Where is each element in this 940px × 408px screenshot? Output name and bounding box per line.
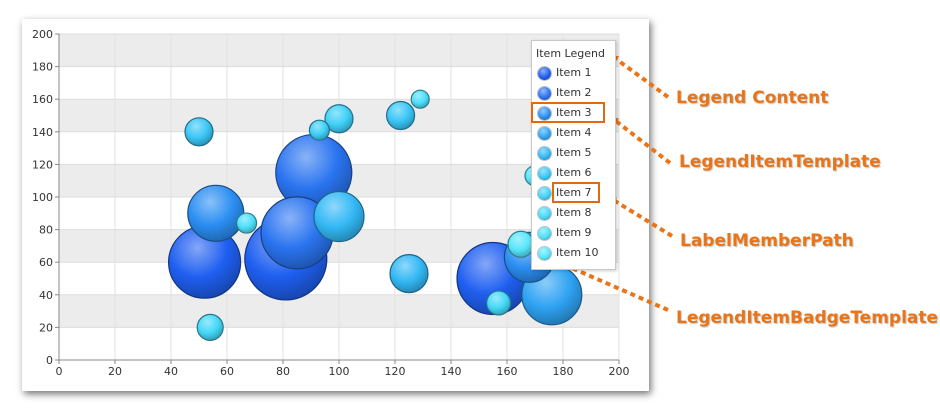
x-tick-label: 20 — [108, 365, 122, 378]
annotation-legend-item-template: LegendItemTemplate — [679, 152, 881, 172]
y-tick-label: 160 — [32, 93, 53, 106]
bubble-item-8 — [486, 290, 512, 316]
y-tick-label: 100 — [32, 191, 53, 204]
bubble-item-8 — [196, 313, 224, 341]
legend-item-label: Item 6 — [556, 166, 592, 179]
legend-item-label: Item 4 — [556, 126, 592, 139]
y-tick-label: 60 — [39, 256, 53, 269]
x-tick-label: 160 — [497, 365, 518, 378]
legend: Item Legend Item 1 Item 2 Item 3 Item 4 Item… — [531, 40, 616, 270]
x-tick-label: 0 — [56, 365, 63, 378]
legend-badge-icon — [538, 67, 551, 80]
legend-item-label: Item 8 — [556, 206, 592, 219]
chart-axes: 0 20 40 60 80 100 120 140 160 180 200 0 20 40 60 80 100 1… — [32, 28, 630, 378]
y-tick-label: 0 — [46, 354, 53, 367]
legend-item-5: Item 5 — [537, 145, 613, 161]
annotation-legend-item-badge-template: LegendItemBadgeTemplate — [676, 308, 939, 328]
x-tick-label: 80 — [276, 365, 290, 378]
callout-arrow — [610, 116, 672, 165]
legend-title: Item Legend — [536, 47, 605, 60]
bubble-item-3 — [187, 184, 245, 242]
y-tick-label: 200 — [32, 28, 53, 41]
annotation-label-member-path: LabelMemberPath — [680, 231, 854, 251]
legend-item-label: Item 10 — [556, 246, 599, 259]
legend-badge-icon — [538, 227, 551, 240]
item-3-highlight-box — [531, 102, 605, 123]
x-tick-label: 140 — [441, 365, 462, 378]
legend-item-label: Item 7 — [556, 186, 592, 199]
legend-item-10: Item 10 — [537, 245, 613, 261]
bubble-item-6 — [184, 117, 214, 147]
x-tick-label: 200 — [609, 365, 630, 378]
legend-item-2: Item 2 — [537, 85, 613, 101]
legend-item-label: Item 5 — [556, 146, 592, 159]
x-tick-label: 120 — [385, 365, 406, 378]
item-7-label-highlight-box — [552, 182, 600, 203]
callout-arrow — [608, 196, 674, 238]
callout-arrow — [610, 54, 670, 99]
x-tick-label: 180 — [553, 365, 574, 378]
legend-item-9: Item 9 — [537, 225, 613, 241]
legend-badge-icon — [538, 247, 551, 260]
legend-item-label: Item 9 — [556, 226, 592, 239]
legend-item-label: Item 1 — [556, 66, 592, 79]
bubble-item-6 — [386, 100, 416, 131]
bubble-item-5 — [313, 190, 365, 243]
legend-item-7: Item 7 — [537, 185, 613, 201]
y-tick-label: 20 — [39, 321, 53, 334]
bubble-item-5 — [389, 254, 429, 294]
bubble-item-9 — [236, 212, 258, 234]
x-tick-label: 100 — [329, 365, 350, 378]
legend-badge-icon — [538, 167, 551, 180]
y-tick-label: 140 — [32, 126, 53, 139]
callout-arrows — [556, 54, 674, 312]
legend-badge-icon — [538, 187, 551, 200]
legend-item-1: Item 1 — [537, 65, 613, 81]
legend-item-4: Item 4 — [537, 125, 613, 141]
y-tick-label: 180 — [32, 61, 53, 74]
y-tick-label: 80 — [39, 224, 53, 237]
y-tick-label: 40 — [39, 289, 53, 302]
annotation-legend-content: Legend Content — [676, 88, 829, 108]
x-tick-label: 40 — [164, 365, 178, 378]
bubble-item-9 — [410, 89, 430, 109]
legend-item-label: Item 2 — [556, 86, 592, 99]
legend-badge-icon — [538, 147, 551, 160]
legend-item-8: Item 8 — [537, 205, 613, 221]
legend-item-3: Item 3 — [537, 105, 613, 121]
y-tick-label: 120 — [32, 158, 53, 171]
legend-badge-icon — [538, 127, 551, 140]
bubble-item-7 — [308, 119, 330, 141]
legend-badge-icon — [538, 107, 551, 120]
callout-arrow — [556, 260, 669, 312]
legend-item-6: Item 6 — [537, 165, 613, 181]
bubble-item-7 — [324, 104, 354, 134]
legend-badge-icon — [538, 87, 551, 100]
x-tick-label: 60 — [220, 365, 234, 378]
legend-badge-icon — [538, 207, 551, 220]
legend-item-label: Item 3 — [556, 106, 592, 119]
